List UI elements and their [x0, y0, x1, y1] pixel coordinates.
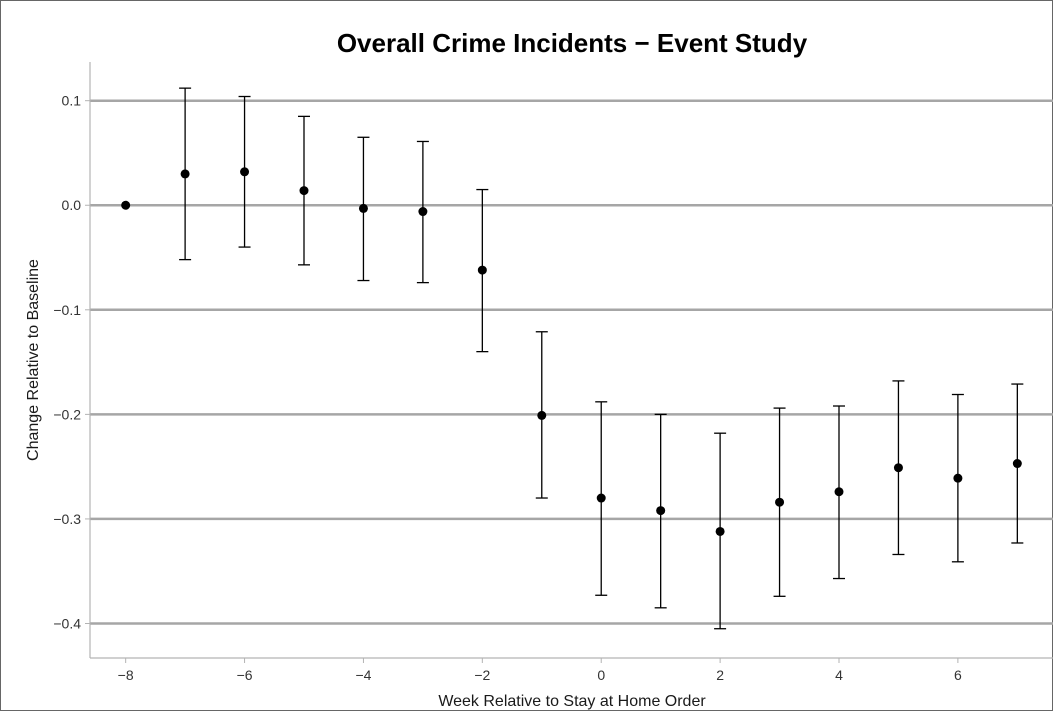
x-tick-label: −4	[355, 667, 371, 683]
y-tick-label: 0.1	[62, 93, 82, 109]
data-point	[775, 497, 785, 507]
chart-title: Overall Crime Incidents − Event Study	[337, 28, 808, 58]
data-point	[358, 203, 368, 213]
x-tick-label: 2	[716, 667, 724, 683]
x-tick-label: 0	[597, 667, 605, 683]
data-points	[121, 167, 1022, 536]
data-point	[893, 463, 903, 473]
y-tick-labels: 0.1 0.0 −0.1 −0.2 −0.3 −0.4	[53, 93, 81, 632]
data-point	[834, 487, 844, 497]
y-tick-label: −0.1	[53, 302, 81, 318]
data-point	[477, 265, 487, 275]
x-axis-label: Week Relative to Stay at Home Order	[438, 693, 706, 710]
y-tick-label: 0.0	[62, 197, 82, 213]
x-tick-label: 4	[835, 667, 843, 683]
data-point	[537, 410, 547, 420]
x-tick-label: −6	[237, 667, 253, 683]
data-point	[418, 207, 428, 217]
y-axis-label: Change Relative to Baseline	[25, 259, 42, 461]
error-bars	[179, 87, 1024, 630]
y-tick-label: −0.4	[53, 615, 81, 631]
data-point	[180, 169, 190, 179]
data-point	[1012, 459, 1022, 469]
x-tick-label: −2	[474, 667, 490, 683]
y-tick-label: −0.3	[53, 511, 81, 527]
y-tick-label: −0.2	[53, 406, 81, 422]
data-point	[596, 493, 606, 503]
data-point	[299, 186, 309, 196]
axes	[85, 62, 1053, 663]
x-tick-label: −8	[118, 667, 134, 683]
x-tick-label: 6	[954, 667, 962, 683]
data-point	[240, 167, 250, 177]
data-point	[953, 473, 963, 483]
data-point	[121, 200, 131, 210]
gridlines	[90, 99, 1053, 625]
x-tick-labels: −8 −6 −4 −2 0 2 4 6	[118, 667, 962, 683]
data-point	[715, 526, 725, 536]
data-point	[656, 506, 666, 516]
